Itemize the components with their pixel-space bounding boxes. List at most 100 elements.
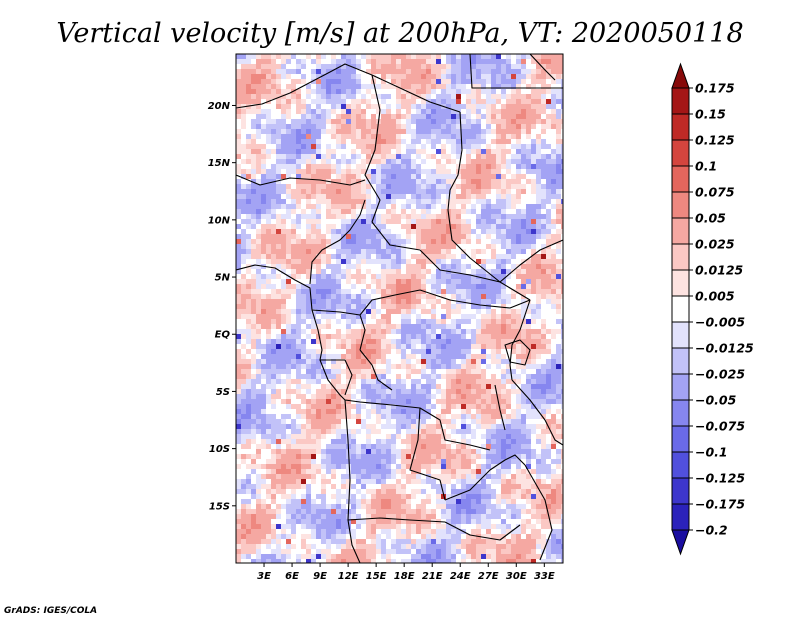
field-cell [251,129,256,134]
field-cell [421,194,426,199]
field-cell [341,389,346,394]
field-cell [291,239,296,244]
field-cell [286,214,291,219]
field-cell [461,119,466,124]
field-cell [536,289,541,294]
field-cell [536,139,541,144]
field-cell [336,154,341,159]
map-plot-area [235,53,564,564]
field-cell [511,294,516,299]
field-cell [496,274,501,279]
field-cell [301,184,306,189]
field-cell [396,319,401,324]
field-cell [276,154,281,159]
field-cell [466,384,471,389]
field-cell [461,229,466,234]
field-cell [496,329,501,334]
field-cell [411,204,416,209]
field-cell [356,119,361,124]
field-cell [291,309,296,314]
field-cell [316,99,321,104]
field-cell [281,154,286,159]
field-cell [471,234,476,239]
field-cell [451,59,456,64]
field-cell [476,174,481,179]
field-cell [476,309,481,314]
field-cell [501,384,506,389]
field-cell [376,139,381,144]
field-cell [506,154,511,159]
field-cell [386,164,391,169]
field-cell [401,364,406,369]
field-cell [466,284,471,289]
field-cell [391,334,396,339]
field-cell [246,154,251,159]
field-cell [346,124,351,129]
field-cell [531,204,536,209]
field-cell [386,219,391,224]
field-cell [486,119,491,124]
field-cell [556,94,561,99]
field-cell [331,59,336,64]
field-cell [351,314,356,319]
field-cell [531,244,536,249]
field-cell [501,404,506,409]
field-cell [506,404,511,409]
field-cell [561,344,563,349]
field-cell [491,209,496,214]
field-cell [361,209,366,214]
field-cell [551,289,556,294]
field-cell [281,399,286,404]
field-cell [371,74,376,79]
field-cell [496,404,501,409]
field-cell [421,224,426,229]
field-cell [361,184,366,189]
field-cell [356,239,361,244]
field-cell [331,114,336,119]
field-cell [391,249,396,254]
field-cell [496,409,501,414]
field-cell [361,284,366,289]
field-cell [346,209,351,214]
field-cell [481,334,486,339]
field-cell [526,64,531,69]
field-cell [406,379,411,384]
field-cell [506,359,511,364]
field-cell [511,164,516,169]
field-cell [346,284,351,289]
field-cell [291,274,296,279]
field-cell [426,199,431,204]
field-cell [536,344,541,349]
field-cell [546,59,551,64]
field-cell [291,399,296,404]
field-cell [376,414,381,419]
field-cell [336,314,341,319]
field-cell [306,279,311,284]
field-cell [306,364,311,369]
field-cell [406,174,411,179]
field-cell [401,284,406,289]
field-cell [491,94,496,99]
field-cell [381,149,386,154]
field-cell [256,179,261,184]
field-cell [321,359,326,364]
field-cell [361,124,366,129]
field-cell [261,394,266,399]
field-cell [281,99,286,104]
field-cell [491,294,496,299]
field-cell [261,69,266,74]
field-cell [371,374,376,379]
field-cell [286,304,291,309]
field-cell [356,109,361,114]
field-cell [326,324,331,329]
field-cell [271,254,276,259]
field-cell [241,419,246,424]
field-cell [556,254,561,259]
field-cell [411,214,416,219]
field-cell [426,119,431,124]
field-cell [481,194,486,199]
field-cell [266,299,271,304]
field-cell [481,279,486,284]
field-cell [446,264,451,269]
field-cell [441,339,446,344]
